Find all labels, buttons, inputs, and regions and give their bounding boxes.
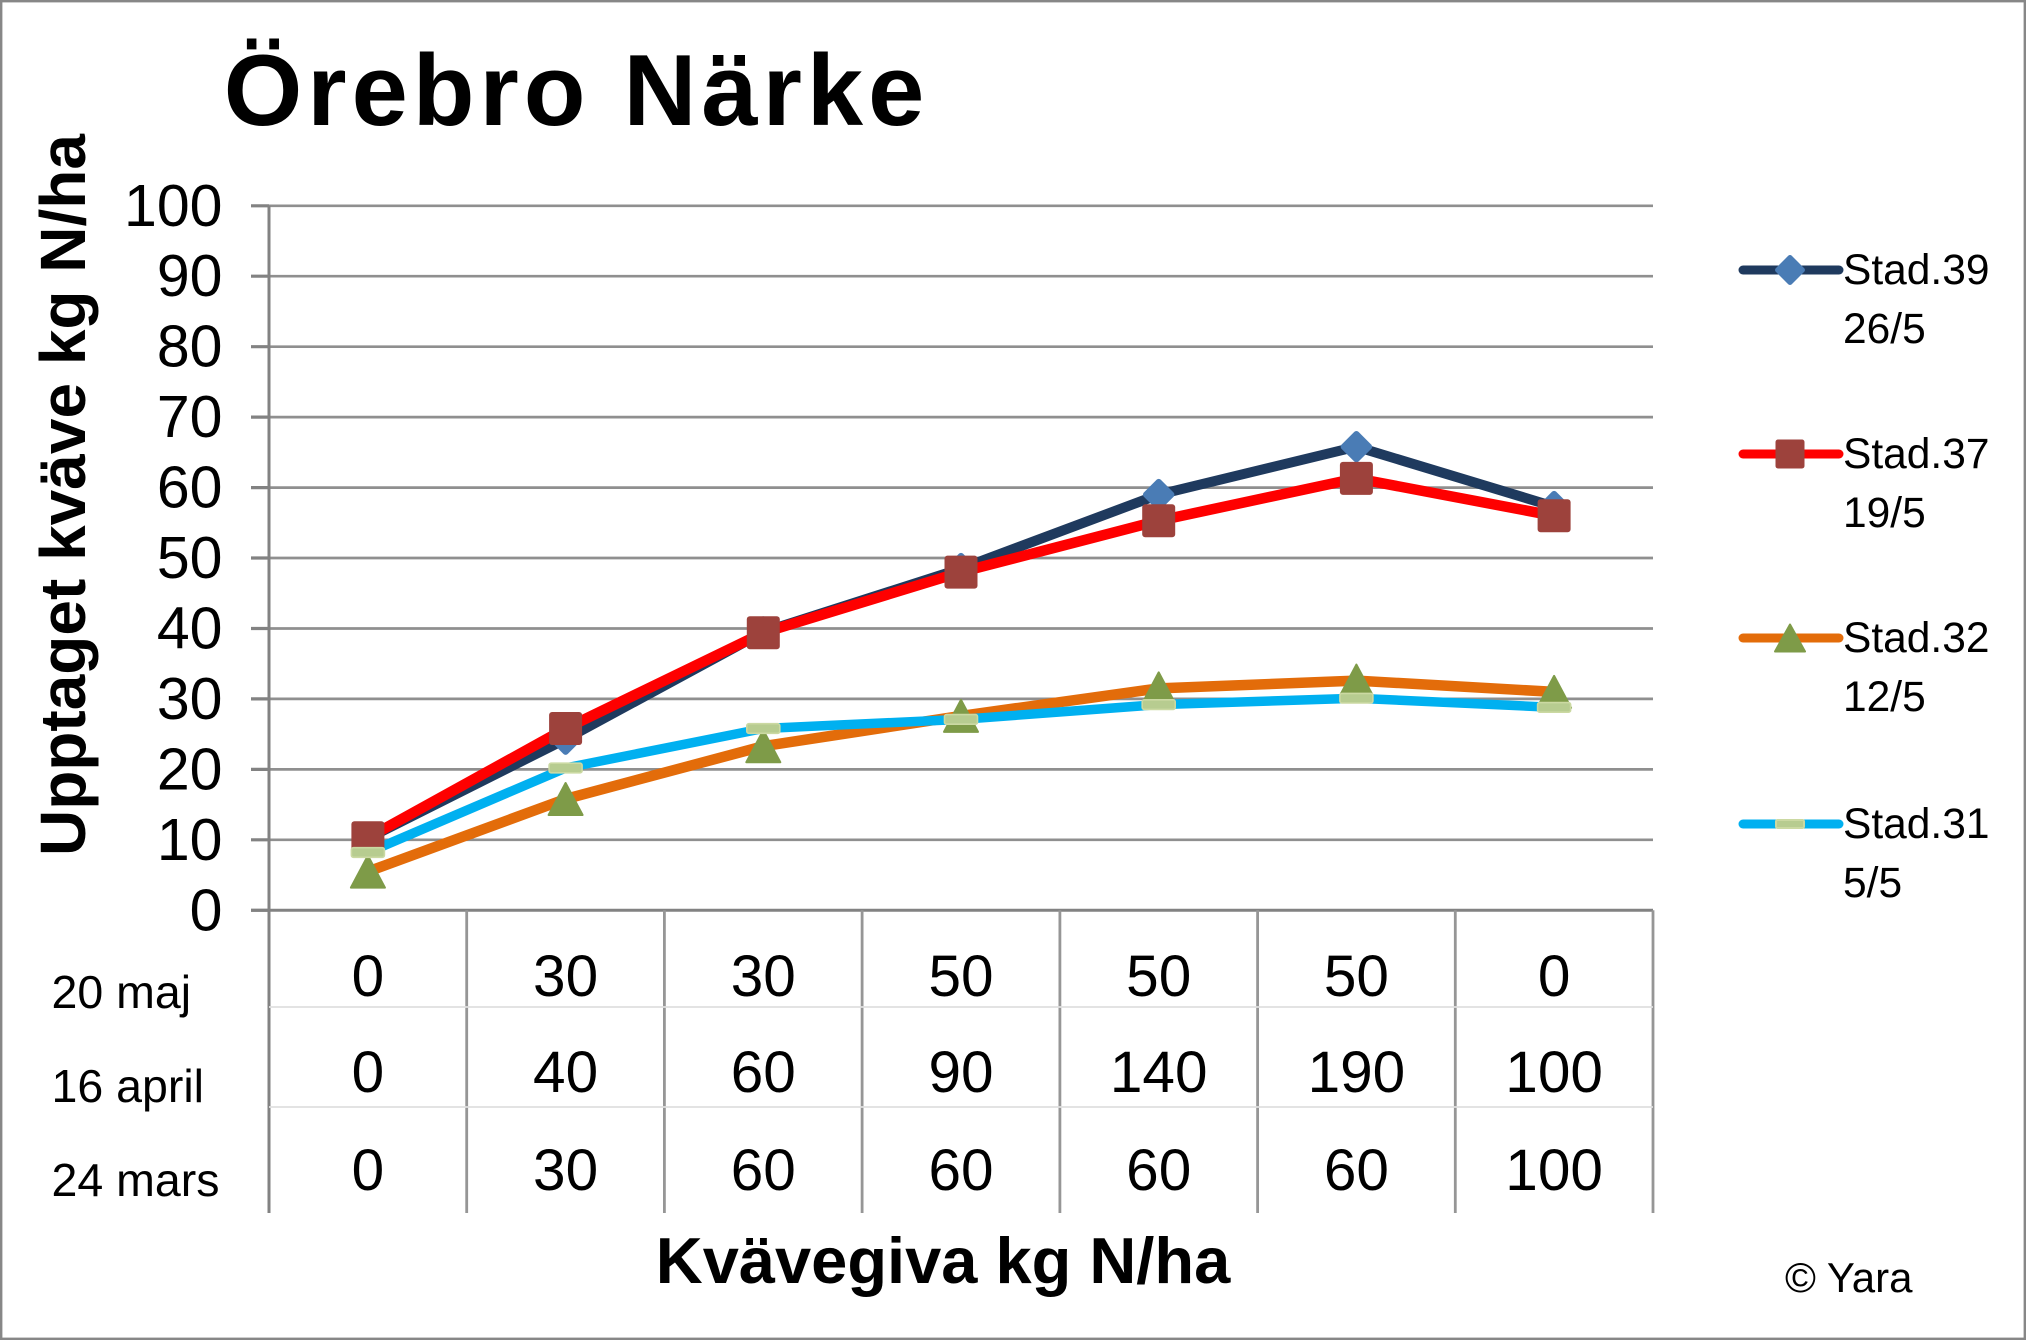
svg-text:60: 60 (731, 1040, 796, 1105)
svg-text:0: 0 (1538, 944, 1571, 1009)
svg-text:40: 40 (157, 596, 223, 662)
svg-text:Stad.37: Stad.37 (1843, 431, 1990, 478)
svg-text:50: 50 (928, 944, 993, 1009)
svg-text:100: 100 (1505, 1040, 1603, 1105)
svg-text:0: 0 (352, 1138, 385, 1203)
svg-text:30: 30 (533, 944, 598, 1009)
svg-text:50: 50 (1324, 944, 1389, 1009)
svg-text:70: 70 (157, 384, 223, 450)
svg-text:Stad.32: Stad.32 (1843, 615, 1990, 662)
svg-text:30: 30 (157, 666, 223, 732)
svg-text:190: 190 (1308, 1040, 1406, 1105)
svg-text:90: 90 (928, 1040, 993, 1105)
svg-text:24 mars: 24 mars (52, 1154, 220, 1206)
svg-text:100: 100 (1505, 1138, 1603, 1203)
svg-text:5/5: 5/5 (1843, 860, 1902, 907)
svg-text:100: 100 (124, 173, 222, 239)
svg-text:Stad.31: Stad.31 (1843, 801, 1990, 848)
svg-text:0: 0 (352, 1040, 385, 1105)
svg-text:50: 50 (1126, 944, 1191, 1009)
svg-text:90: 90 (157, 243, 223, 309)
svg-text:30: 30 (533, 1138, 598, 1203)
svg-text:26/5: 26/5 (1843, 306, 1926, 353)
svg-text:60: 60 (731, 1138, 796, 1203)
svg-text:60: 60 (1126, 1138, 1191, 1203)
svg-text:20 maj: 20 maj (52, 966, 192, 1018)
svg-text:0: 0 (190, 877, 223, 943)
svg-text:10: 10 (157, 807, 223, 873)
svg-text:40: 40 (533, 1040, 598, 1105)
svg-text:Stad.39: Stad.39 (1843, 247, 1990, 294)
svg-text:60: 60 (1324, 1138, 1389, 1203)
svg-text:140: 140 (1110, 1040, 1208, 1105)
svg-text:Kvävegiva kg N/ha: Kvävegiva kg N/ha (656, 1224, 1231, 1297)
svg-text:19/5: 19/5 (1843, 490, 1926, 537)
svg-text:12/5: 12/5 (1843, 674, 1926, 721)
svg-text:Örebro Närke: Örebro Närke (224, 35, 930, 147)
svg-text:60: 60 (928, 1138, 993, 1203)
svg-text:16 april: 16 april (52, 1060, 205, 1112)
svg-text:0: 0 (352, 944, 385, 1009)
svg-text:Upptaget kväve kg N/ha: Upptaget kväve kg N/ha (27, 134, 99, 856)
svg-text:© Yara: © Yara (1785, 1254, 1913, 1301)
svg-text:80: 80 (157, 314, 223, 380)
svg-text:50: 50 (157, 525, 223, 591)
svg-text:20: 20 (157, 736, 223, 802)
svg-text:30: 30 (731, 944, 796, 1009)
svg-text:60: 60 (157, 455, 223, 521)
